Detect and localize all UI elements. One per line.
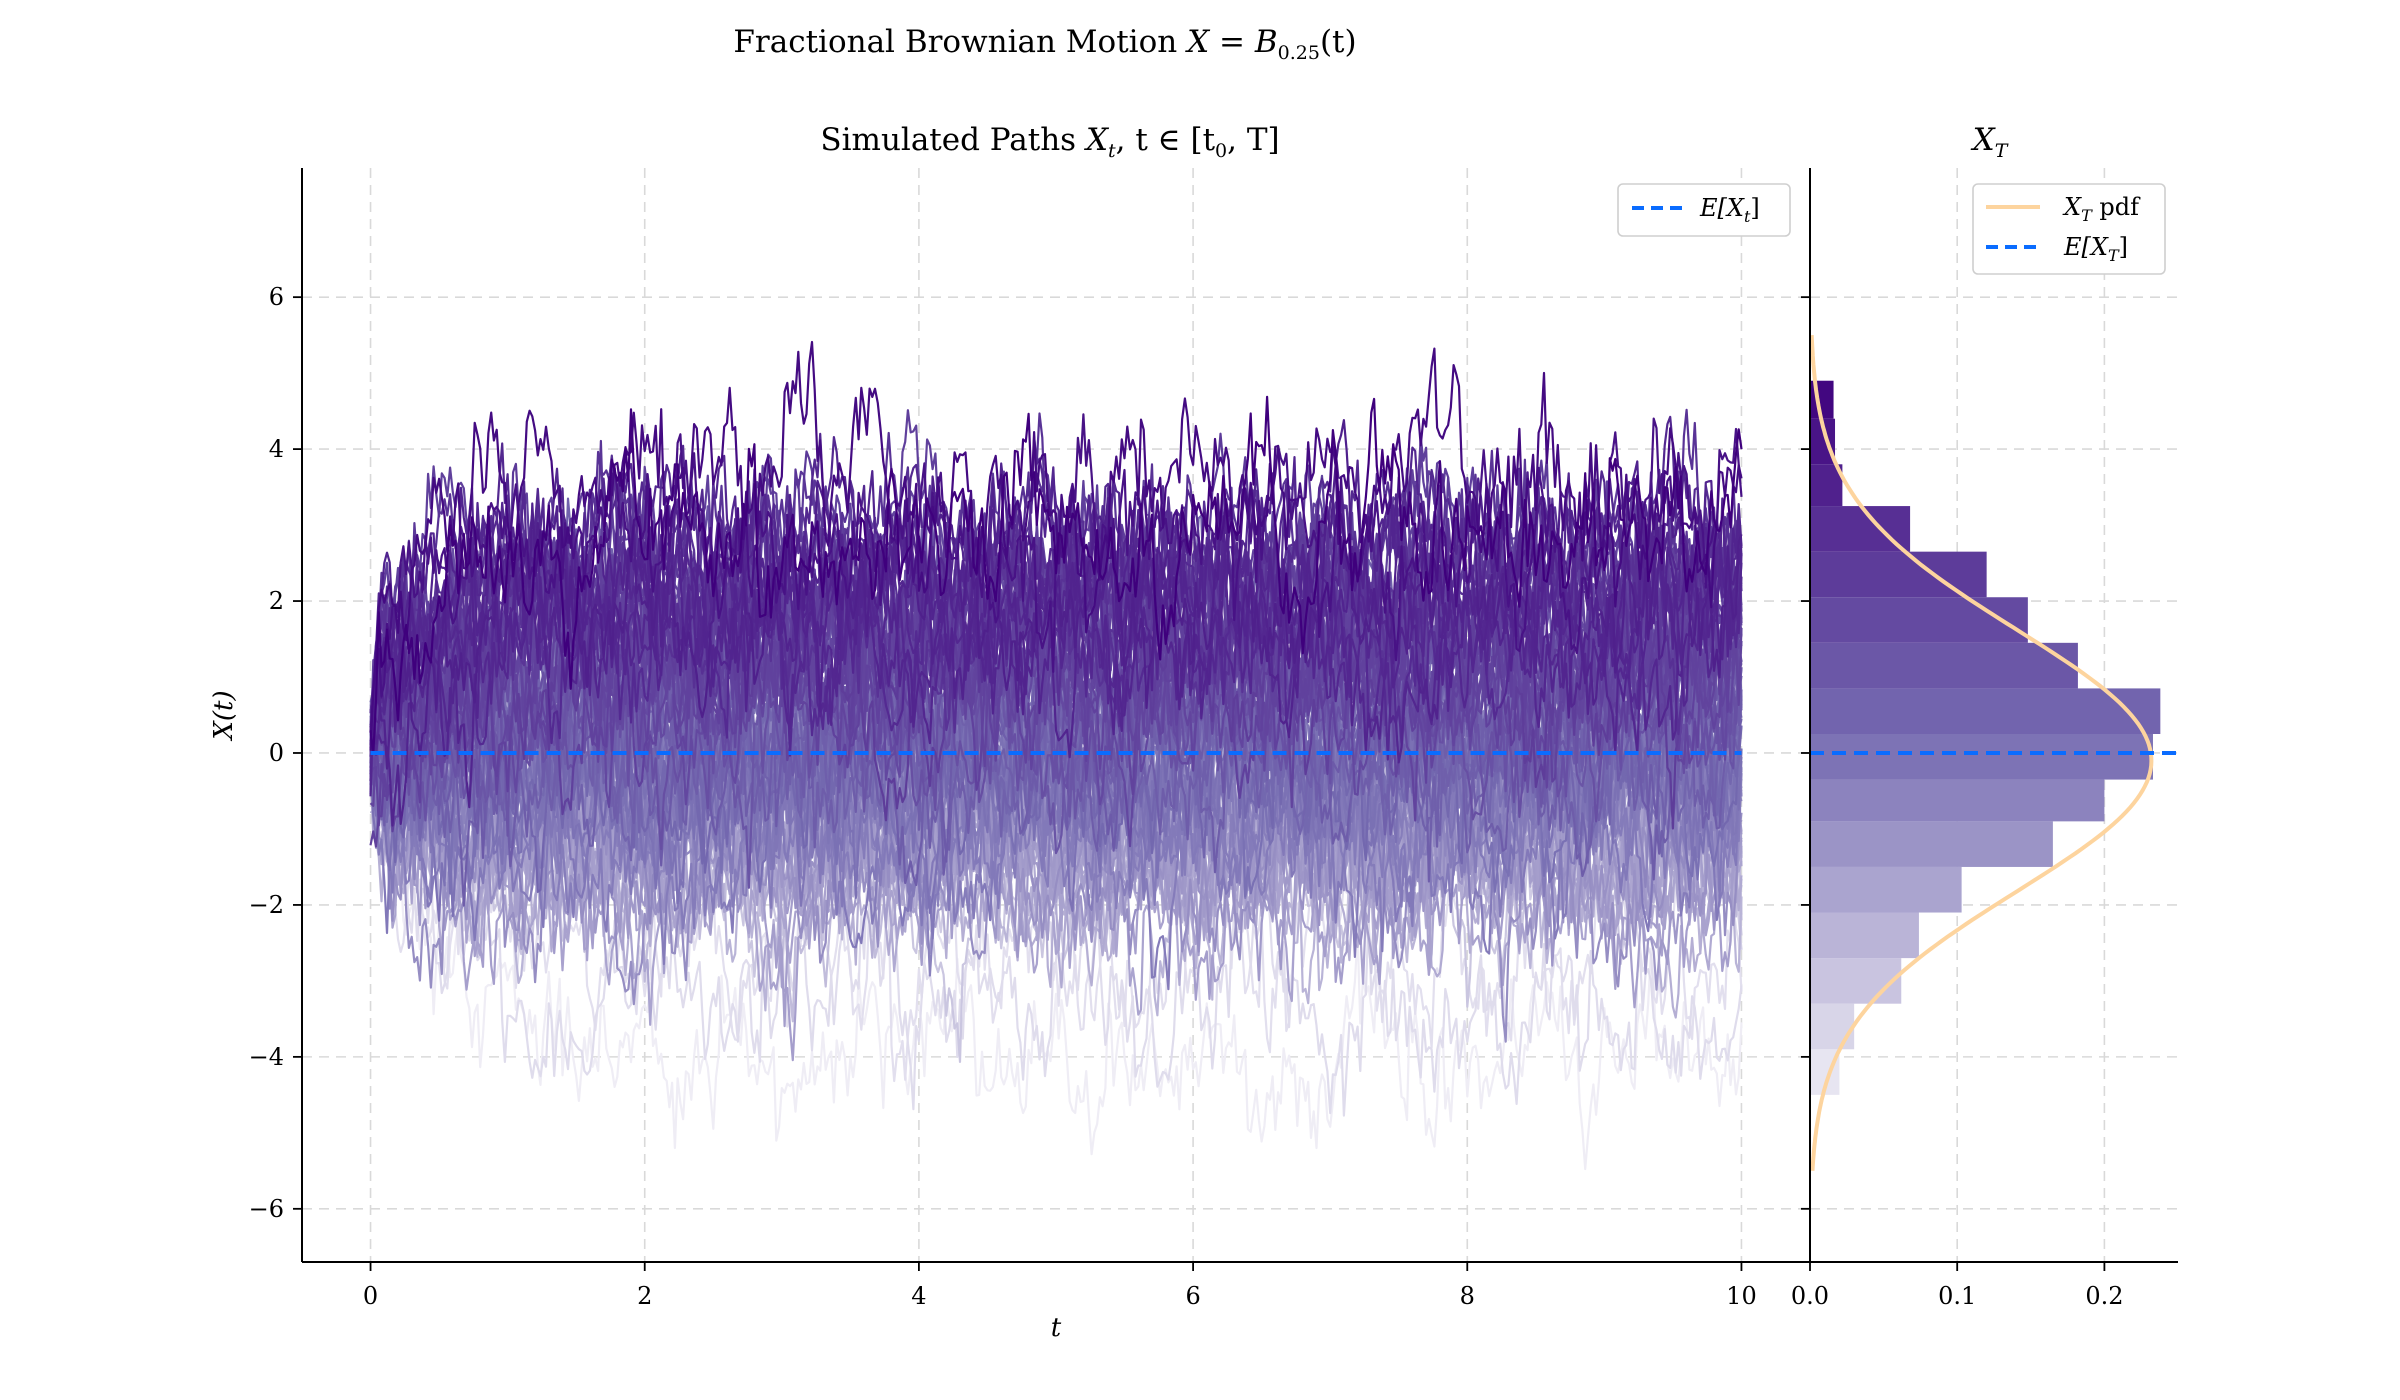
y-tick-label: 6 <box>269 283 284 311</box>
paths-y-ticks: −6 −4 −2 0 2 4 6 <box>249 283 302 1223</box>
paths-panel-title: Simulated Paths Xt, t ∈ [t0, T] <box>820 122 1279 162</box>
x-tick-label: 0.0 <box>1791 1282 1829 1310</box>
x-tick-label: 0.1 <box>1938 1282 1976 1310</box>
simulated-path <box>369 456 1743 827</box>
x-tick-label: 8 <box>1460 1282 1475 1310</box>
y-tick-label: 2 <box>269 587 284 615</box>
histogram-bar <box>1810 779 2105 822</box>
histogram-bar <box>1810 464 1843 507</box>
histogram-bar <box>1810 642 2078 689</box>
x-tick-label: 10 <box>1726 1282 1757 1310</box>
histogram-x-ticks: 0.0 0.1 0.2 <box>1791 1262 2123 1310</box>
paths-panel: Simulated Paths Xt, t ∈ [t0, T] 0 2 4 6 8 10 … <box>209 122 1810 1343</box>
histogram-panel: XT 0.0 0.1 0.2 XT pdf E[XT] <box>1791 122 2178 1310</box>
paths-legend: E[Xt] <box>1617 183 1791 237</box>
simulated-path <box>369 340 1743 751</box>
paths-legend-box <box>1617 183 1791 237</box>
y-tick-label: −2 <box>249 891 284 919</box>
histogram-panel-title: XT <box>1971 122 2009 162</box>
x-tick-label: 2 <box>637 1282 652 1310</box>
simulated-path <box>369 530 1743 764</box>
simulated-path <box>369 413 1743 733</box>
histogram-legend-mean-label: E[XT] <box>2063 233 2128 265</box>
histogram-bar <box>1810 733 2153 780</box>
histogram-legend-pdf-label: XT pdf <box>2062 193 2141 225</box>
y-tick-label: 4 <box>269 435 284 463</box>
histogram-bar <box>1810 597 2028 643</box>
figure-title: Fractional Brownian Motion X = B0.25(t) <box>733 24 1356 64</box>
histogram-bar <box>1810 506 1911 552</box>
histogram-bars <box>1810 380 2161 1095</box>
y-tick-label: −6 <box>249 1195 284 1223</box>
simulated-path <box>369 758 1743 1117</box>
histogram-y-ticks <box>1801 296 1810 1210</box>
paths-legend-mean-label: E[Xt] <box>1699 194 1760 226</box>
y-tick-label: 0 <box>269 739 284 767</box>
histogram-bar <box>1810 912 1919 959</box>
histogram-bar <box>1810 958 1902 1004</box>
paths-x-label: t <box>1051 1313 1062 1343</box>
simulated-path <box>369 519 1743 830</box>
x-tick-label: 0.2 <box>2085 1282 2123 1310</box>
x-tick-label: 6 <box>1185 1282 1200 1310</box>
histogram-bar <box>1810 821 2053 867</box>
simulated-path <box>369 698 1743 991</box>
histogram-bar <box>1810 1003 1855 1050</box>
x-tick-label: 0 <box>363 1282 378 1310</box>
simulated-path <box>369 395 1743 755</box>
paths-y-label: X(t) <box>209 690 239 741</box>
histogram-bar <box>1810 551 1987 598</box>
paths-group <box>369 340 1743 1171</box>
x-tick-label: 4 <box>911 1282 926 1310</box>
histogram-legend: XT pdf E[XT] <box>1972 183 2166 275</box>
histogram-bar <box>1810 866 1962 913</box>
y-tick-label: −4 <box>249 1043 284 1071</box>
histogram-bar <box>1810 688 2161 734</box>
paths-x-ticks: 0 2 4 6 8 10 <box>363 1262 1757 1310</box>
